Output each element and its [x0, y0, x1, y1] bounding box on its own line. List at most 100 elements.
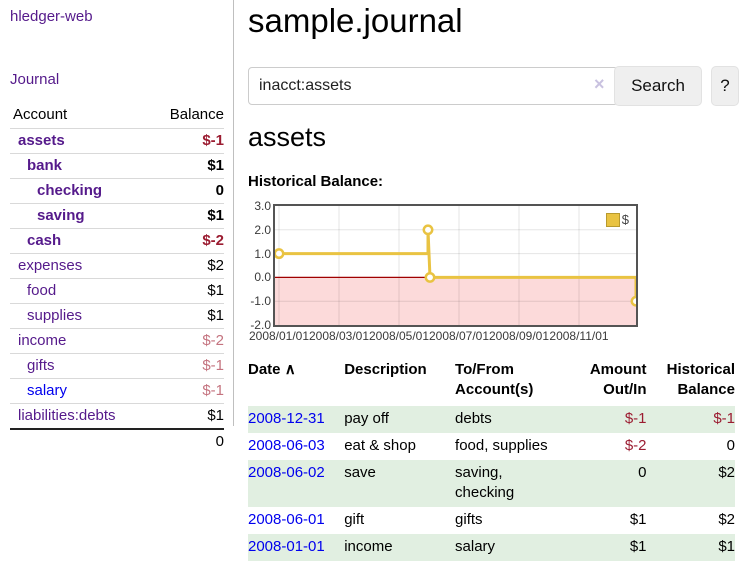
account-link-checking[interactable]: checking	[37, 182, 103, 199]
chart-plot-area: $	[273, 204, 642, 327]
register-row: 2008-12-31 pay off debts $-1 $-1	[248, 406, 735, 433]
search-input[interactable]	[248, 67, 618, 105]
accounts-total-row: 0	[10, 428, 224, 454]
transaction-balance: 0	[726, 437, 735, 454]
account-balance: $-2	[148, 228, 224, 254]
account-row-liabilities-debts: liabilities:debts $1	[10, 403, 224, 429]
account-balance: $1	[148, 203, 224, 229]
account-link-expenses[interactable]: expenses	[18, 257, 83, 274]
transaction-balance: $2	[718, 511, 735, 528]
account-balance: $1	[148, 278, 224, 304]
account-heading: assets	[248, 122, 327, 152]
x-tick-label: 2008/09/01	[488, 329, 550, 343]
account-link-gifts[interactable]: gifts	[27, 357, 55, 374]
description-column-header: Description	[344, 361, 427, 378]
account-link-cash[interactable]: cash	[27, 232, 62, 249]
transaction-date-link[interactable]: 2008-06-03	[248, 437, 325, 454]
account-balance: 0	[148, 178, 224, 204]
account-balance: $1	[148, 403, 224, 429]
register-table: Date ∧ Description To/From Account(s) Am…	[248, 358, 735, 561]
amount-column-header: Amount Out/In	[589, 361, 647, 398]
y-tick-label: -1.0	[250, 294, 271, 309]
account-balance: $1	[148, 303, 224, 329]
transaction-amount: 0	[574, 460, 647, 507]
account-balance: $1	[148, 153, 224, 179]
account-row-assets: assets $-1	[10, 128, 224, 154]
y-tick-label: 3.0	[254, 199, 271, 213]
transaction-description: save	[344, 460, 456, 507]
account-row-salary: salary $-1	[10, 378, 224, 404]
transaction-description: income	[344, 534, 456, 561]
register-row: 2008-06-02 save saving, checking 0 $2	[248, 460, 735, 507]
chart-title: Historical Balance:	[248, 173, 384, 190]
help-button[interactable]: ?	[711, 66, 739, 106]
account-link-liabilities-debts[interactable]: liabilities:debts	[18, 407, 116, 424]
register-row: 2008-06-01 gift gifts $1 $2	[248, 507, 735, 534]
x-tick-label: 2008/07/01	[428, 329, 490, 343]
accounts-column-header: To/From Account(s)	[455, 361, 534, 398]
clear-search-icon[interactable]: ×	[594, 74, 605, 94]
x-tick-label: 2008/11/01	[549, 329, 609, 343]
legend-swatch-icon	[605, 212, 620, 227]
account-row-gifts: gifts $-1	[10, 353, 224, 379]
accounts-table-header: Account Balance	[10, 102, 224, 129]
x-tick-label: 2008/01/01	[248, 329, 310, 343]
transaction-balance: $2	[646, 460, 735, 507]
accounts-total-value: 0	[148, 428, 224, 454]
y-tick-label: 2.0	[254, 222, 271, 237]
transaction-date-link[interactable]: 2008-01-01	[248, 538, 325, 555]
transaction-amount: $-1	[574, 406, 647, 433]
transaction-amount: $-2	[624, 437, 647, 454]
account-link-saving[interactable]: saving	[37, 207, 85, 224]
transaction-balance: $-1	[646, 406, 735, 433]
balance-column-header: Balance	[169, 106, 224, 123]
y-tick-label: -2.0	[250, 318, 271, 332]
account-row-saving: saving $1	[10, 203, 224, 229]
account-row-checking: checking 0	[10, 178, 224, 204]
transaction-date-link[interactable]: 2008-06-02	[248, 464, 325, 481]
account-link-bank[interactable]: bank	[27, 157, 63, 174]
chart-legend: $	[603, 211, 631, 228]
transaction-amount: $1	[629, 511, 647, 528]
register-row: 2008-06-03 eat & shop food, supplies $-2…	[248, 433, 735, 460]
account-link-income[interactable]: income	[18, 332, 67, 349]
app-title-link[interactable]: hledger-web	[10, 8, 93, 25]
historical-balance-chart: 3.0 2.0 1.0 0.0 -1.0 -2.0	[248, 196, 742, 348]
account-link-assets[interactable]: assets	[18, 132, 65, 149]
transaction-description: pay off	[344, 406, 456, 433]
legend-label: $	[621, 212, 629, 227]
negative-region	[275, 277, 636, 325]
account-link-food[interactable]: food	[27, 282, 57, 299]
register-header-row: Date ∧ Description To/From Account(s) Am…	[248, 358, 735, 406]
balance-column-header: Historical Balance	[666, 361, 735, 398]
account-balance: $-2	[148, 328, 224, 354]
register-row: 2008-01-01 income salary $1 $1	[248, 534, 735, 561]
transaction-balance: $1	[646, 534, 735, 561]
sidebar-divider	[233, 0, 234, 426]
account-balance: $-1	[148, 353, 224, 379]
chart-canvas	[273, 206, 642, 325]
date-header-label: Date	[248, 361, 281, 378]
account-link-supplies[interactable]: supplies	[27, 307, 83, 324]
account-balance: $-1	[148, 378, 224, 404]
account-link-salary[interactable]: salary	[27, 382, 68, 399]
search-button[interactable]: Search	[614, 66, 702, 106]
date-column-header[interactable]: Date ∧	[248, 358, 344, 406]
transaction-accounts: salary	[455, 534, 575, 561]
transaction-description: eat & shop	[344, 437, 416, 454]
transaction-date-link[interactable]: 2008-12-31	[248, 410, 325, 427]
x-tick-label: 2008/03/01	[308, 329, 370, 343]
transaction-amount: $1	[574, 534, 647, 561]
sort-ascending-icon: ∧	[284, 361, 296, 378]
transaction-accounts: saving, checking	[455, 460, 575, 507]
x-tick-label: 2008/05/01	[368, 329, 430, 343]
search-form: × Search ?	[248, 66, 742, 106]
account-row-food: food $1	[10, 278, 224, 304]
account-row-income: income $-2	[10, 328, 224, 354]
account-column-header: Account	[13, 106, 68, 123]
y-tick-label: 0.0	[254, 270, 271, 285]
transaction-accounts: gifts	[455, 511, 483, 528]
gridlines	[275, 206, 636, 325]
transaction-date-link[interactable]: 2008-06-01	[248, 511, 325, 528]
sidebar-item-journal[interactable]: Journal	[10, 71, 60, 88]
